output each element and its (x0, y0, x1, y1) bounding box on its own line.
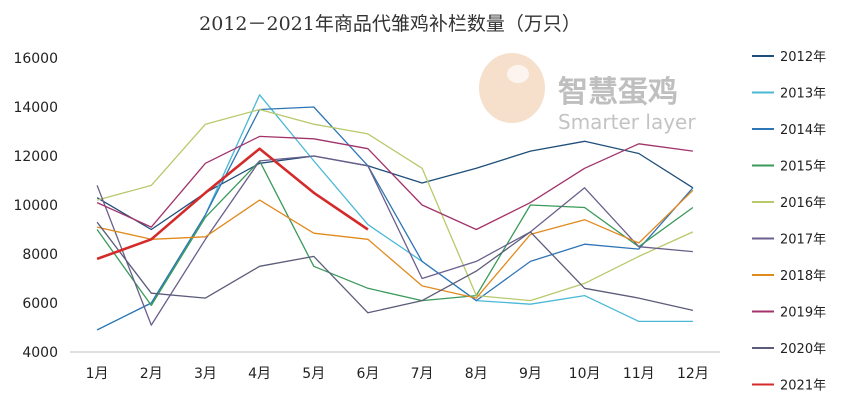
x-tick-label: 2月 (140, 366, 163, 382)
x-tick-label: 12月 (677, 366, 709, 382)
series-line-2019年 (96, 135, 693, 231)
watermark: 智慧蛋鸡 Smarter layer (479, 53, 696, 134)
legend-label: 2020年 (780, 342, 826, 357)
x-tick-label: 8月 (465, 366, 488, 382)
x-tick-label: 9月 (519, 366, 542, 382)
series-line-2017年 (96, 155, 693, 326)
series-line-2021年 (96, 147, 369, 261)
series-line-2015年 (96, 160, 694, 307)
series-line-2020年 (96, 221, 694, 314)
y-tick-label: 6000 (22, 296, 58, 312)
y-tick-label: 4000 (22, 345, 58, 361)
watermark-logo (479, 53, 545, 123)
x-tick-label: 6月 (356, 366, 379, 382)
x-tick-label: 1月 (86, 366, 109, 382)
legend-label: 2012年 (780, 50, 826, 65)
legend-label: 2015年 (780, 160, 826, 175)
y-tick-label: 16000 (13, 51, 58, 67)
legend: 2012年 2013年 2014年 2015年 2016年 2017年 2018年 2019年… (752, 50, 826, 394)
x-tick-label: 7月 (411, 366, 434, 382)
y-tick-label: 10000 (13, 198, 58, 214)
legend-label: 2019年 (780, 306, 826, 321)
series-layer (96, 94, 694, 331)
series-line-2018年 (96, 189, 694, 299)
series-line-2014年 (96, 106, 694, 331)
y-tick-label: 14000 (13, 100, 58, 116)
watermark-subtitle: Smarter layer (558, 110, 696, 134)
x-tick-label: 4月 (248, 366, 271, 382)
legend-label: 2013年 (780, 87, 826, 102)
legend-label: 2014年 (780, 123, 826, 138)
watermark-title: 智慧蛋鸡 (558, 75, 678, 110)
y-tick-label: 8000 (22, 247, 58, 263)
y-tick-label: 12000 (13, 149, 58, 165)
chart-title: 2012－2021年商品代雏鸡补栏数量（万只） (199, 13, 581, 35)
axes: 4000 6000 8000 10000 12000 14000 16000 1月 2月 3月 4月… (13, 51, 720, 382)
x-tick-label: 5月 (302, 366, 325, 382)
legend-label: 2017年 (780, 233, 826, 248)
legend-label: 2021年 (780, 379, 826, 394)
legend-label: 2018年 (780, 269, 826, 284)
x-tick-label: 3月 (194, 366, 217, 382)
legend-label: 2016年 (780, 196, 826, 211)
watermark-logo-highlight (507, 65, 529, 83)
x-tick-label: 11月 (623, 366, 655, 382)
series-line-2016年 (96, 108, 694, 302)
x-tick-label: 10月 (569, 366, 601, 382)
